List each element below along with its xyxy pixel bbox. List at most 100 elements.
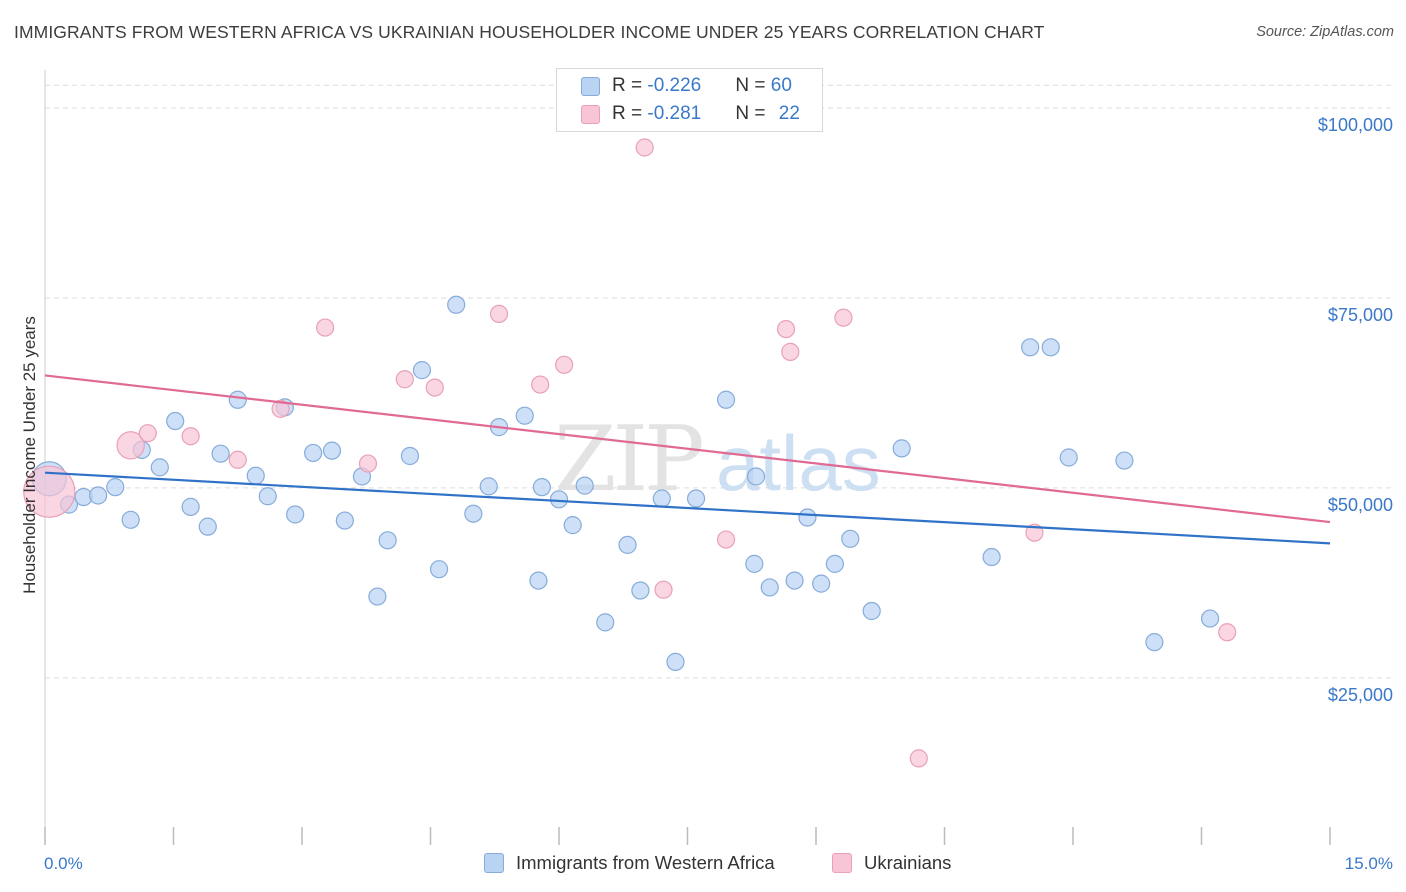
- legend-item-label: Immigrants from Western Africa: [516, 852, 775, 873]
- data-point: [358, 454, 378, 473]
- legend-r-label: R =: [612, 75, 648, 96]
- data-point: [181, 497, 200, 516]
- data-point: [834, 308, 853, 327]
- watermark-atlas: atlas: [716, 419, 881, 507]
- data-point: [150, 458, 169, 477]
- data-point: [23, 465, 76, 518]
- data-point: [116, 431, 145, 460]
- data-point: [335, 511, 354, 530]
- legend-row-pink: R = -0.281 N = 22: [581, 101, 800, 127]
- data-point: [1145, 633, 1164, 652]
- y-tick-label: $50,000: [1328, 495, 1393, 515]
- legend-item-label: Ukrainians: [864, 852, 952, 873]
- data-point: [716, 530, 736, 549]
- trend-line: [44, 374, 1331, 524]
- data-point: [479, 477, 498, 496]
- data-point: [575, 476, 594, 495]
- data-point: [447, 295, 466, 314]
- axes: [44, 70, 1331, 845]
- data-point: [464, 504, 483, 523]
- legend-swatch-blue: [484, 853, 504, 873]
- data-point: [812, 574, 831, 593]
- data-point: [228, 390, 247, 409]
- data-point: [1218, 623, 1237, 642]
- legend-n-value: 22: [778, 103, 800, 124]
- data-point: [198, 517, 217, 536]
- data-point: [631, 581, 650, 600]
- data-point: [1025, 523, 1044, 542]
- legend-item-immigrants[interactable]: Immigrants from Western Africa: [484, 852, 775, 874]
- watermark: ZIP atlas: [554, 407, 881, 512]
- data-point: [286, 505, 305, 524]
- watermark-zip: ZIP: [554, 407, 702, 512]
- trend-lines: [44, 374, 1331, 545]
- data-point: [1041, 338, 1060, 357]
- data-point: [760, 578, 779, 597]
- data-point: [316, 318, 335, 337]
- legend-r-value: -0.226: [647, 75, 702, 96]
- legend-n-value: 60: [770, 75, 792, 96]
- data-point: [781, 342, 800, 361]
- grid-lines: [45, 84, 1393, 679]
- data-point: [618, 535, 637, 554]
- legend-item-ukrainians[interactable]: Ukrainians: [832, 852, 951, 874]
- data-point: [515, 406, 534, 425]
- trend-line: [44, 471, 1331, 545]
- chart-title: IMMIGRANTS FROM WESTERN AFRICA VS UKRAIN…: [14, 22, 1045, 42]
- series-immigrants-western-africa: [31, 295, 1220, 671]
- data-point: [425, 378, 444, 397]
- data-point: [246, 466, 265, 485]
- data-point: [1021, 338, 1040, 357]
- data-point: [909, 749, 928, 768]
- data-point: [1200, 609, 1220, 628]
- y-axis-label: Householder Income Under 25 years: [20, 316, 39, 594]
- series-legend: Immigrants from Western Africa Ukrainian…: [0, 852, 1406, 878]
- x-tick-label: 15.0%: [1345, 854, 1393, 873]
- data-point: [549, 490, 569, 509]
- data-point: [596, 613, 615, 632]
- stats-legend: R = -0.226 N = 60 R = -0.281 N = 22: [556, 68, 823, 132]
- data-point: [654, 580, 673, 599]
- series-ukrainians: [23, 138, 1237, 768]
- data-point: [400, 446, 420, 466]
- data-point: [982, 547, 1001, 567]
- data-point: [892, 439, 911, 458]
- data-point: [228, 450, 247, 469]
- data-point: [489, 304, 509, 323]
- data-point: [862, 601, 881, 621]
- data-point: [746, 467, 766, 486]
- legend-r-value: -0.281: [647, 103, 702, 124]
- data-point: [555, 355, 574, 374]
- y-tick-labels: $25,000 $50,000 $75,000 $100,000: [1318, 115, 1393, 705]
- data-point: [211, 444, 230, 463]
- data-point: [395, 370, 414, 389]
- data-point: [532, 478, 551, 497]
- legend-row-blue: R = -0.226 N = 60: [581, 73, 792, 99]
- data-point: [89, 486, 108, 505]
- data-point: [716, 390, 736, 409]
- legend-n-label: N =: [735, 103, 771, 124]
- data-point: [429, 560, 449, 579]
- data-point: [776, 319, 796, 339]
- y-tick-label: $75,000: [1328, 305, 1393, 325]
- x-tick-label: 0.0%: [44, 854, 83, 873]
- data-point: [666, 652, 685, 671]
- data-point: [322, 441, 342, 460]
- data-point: [686, 489, 706, 508]
- data-point: [368, 587, 387, 606]
- data-point: [181, 427, 200, 446]
- data-point: [412, 361, 432, 380]
- data-point: [825, 554, 844, 573]
- legend-swatch-pink: [581, 104, 600, 124]
- data-point: [529, 571, 548, 590]
- data-point: [258, 487, 277, 506]
- data-point: [563, 516, 582, 535]
- data-point: [785, 571, 804, 590]
- data-point: [271, 399, 290, 418]
- data-point: [121, 510, 140, 529]
- legend-swatch-blue: [581, 76, 600, 96]
- data-point: [1115, 451, 1134, 470]
- data-point: [166, 411, 185, 431]
- data-point: [652, 489, 671, 508]
